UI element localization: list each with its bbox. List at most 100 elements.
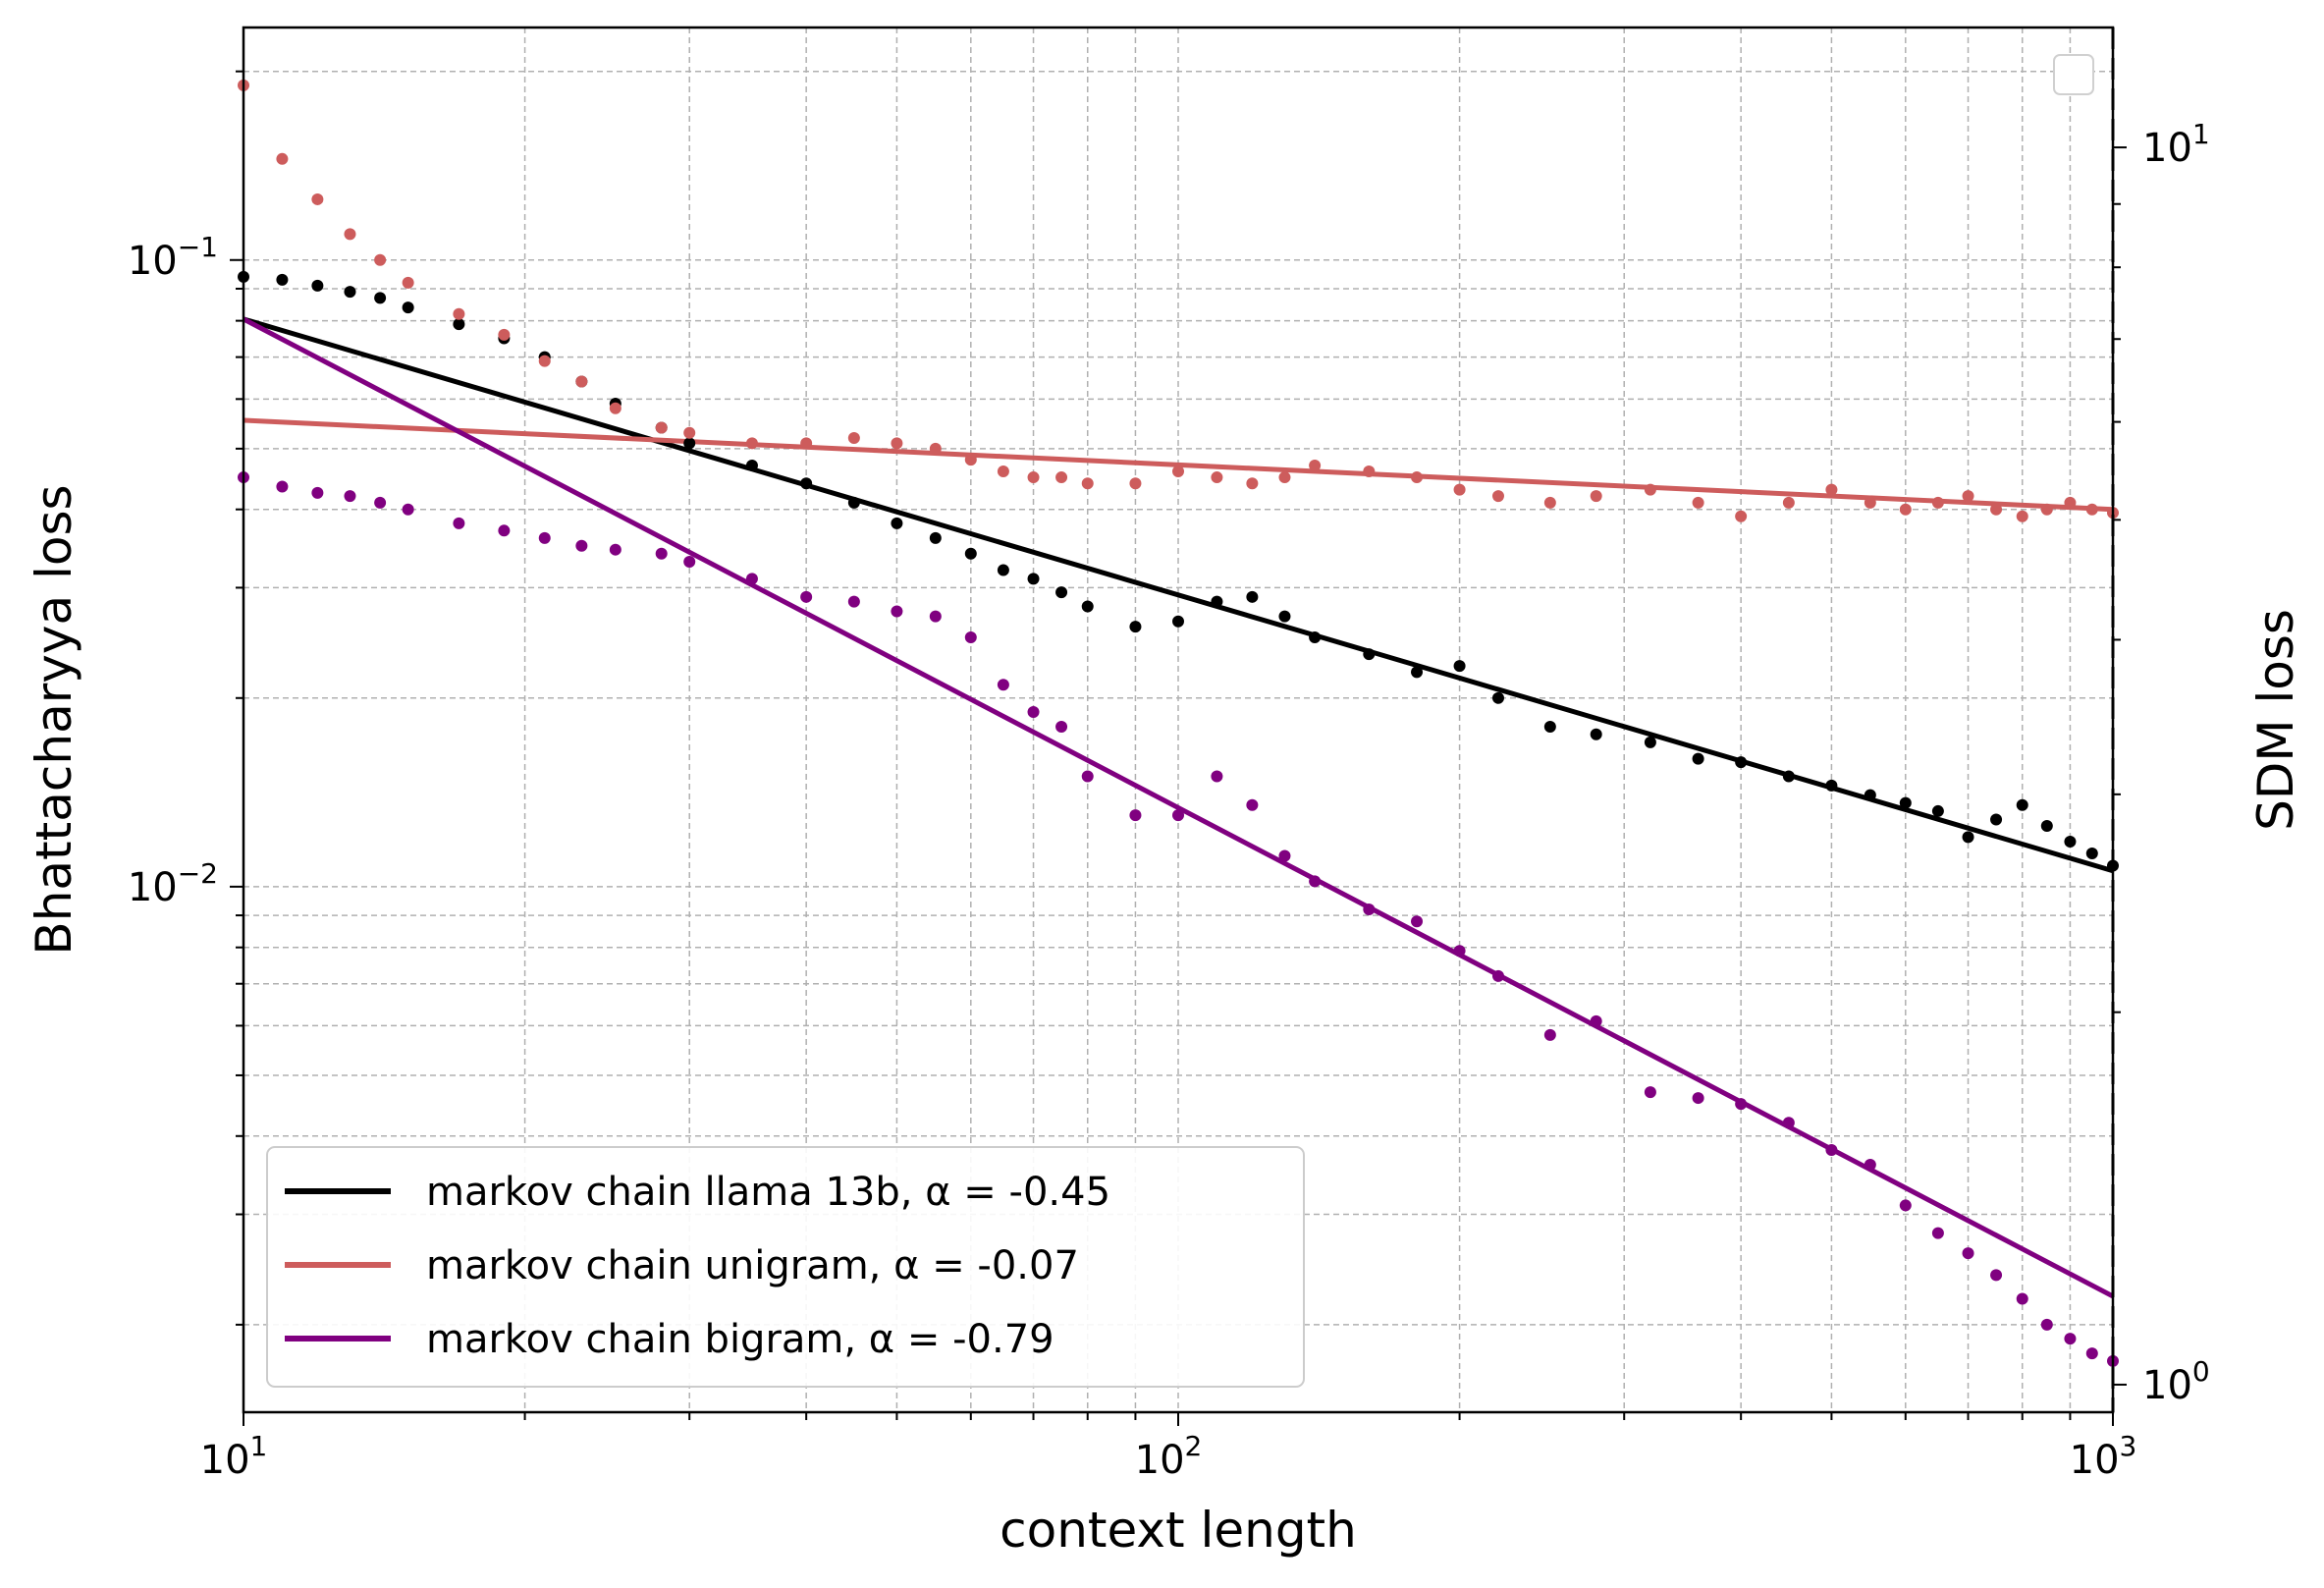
data-point bbox=[1931, 1227, 1944, 1239]
data-point bbox=[1278, 849, 1291, 862]
data-point bbox=[2016, 510, 2028, 522]
data-point bbox=[1211, 471, 1223, 484]
legend-frame bbox=[266, 1146, 1305, 1388]
data-point bbox=[847, 431, 860, 444]
x-tick-label: 101 bbox=[200, 1430, 268, 1483]
data-point bbox=[745, 460, 758, 472]
data-point bbox=[847, 595, 860, 608]
data-point bbox=[311, 192, 324, 205]
data-point bbox=[1644, 736, 1656, 748]
data-point bbox=[344, 228, 356, 241]
data-point bbox=[1211, 770, 1223, 783]
data-point bbox=[1246, 590, 1259, 603]
data-point bbox=[402, 276, 414, 289]
data-point bbox=[575, 375, 588, 388]
data-point bbox=[2064, 1333, 2077, 1345]
legend-entry: markov chain llama 13b, α = -0.45 bbox=[426, 1170, 1110, 1215]
data-point bbox=[1129, 621, 1142, 633]
data-point bbox=[276, 152, 289, 165]
data-point bbox=[1129, 477, 1142, 490]
data-point bbox=[311, 486, 324, 499]
y2-tick-label: 101 bbox=[2142, 118, 2210, 171]
data-point bbox=[1543, 496, 1556, 509]
data-point bbox=[1172, 809, 1184, 822]
data-point bbox=[891, 437, 903, 450]
data-point bbox=[453, 517, 465, 529]
x-tick-label: 103 bbox=[2070, 1430, 2137, 1483]
data-point bbox=[929, 442, 942, 455]
data-point bbox=[2085, 503, 2098, 516]
data-point bbox=[1825, 779, 1838, 792]
fit-line bbox=[243, 316, 2114, 874]
data-point bbox=[745, 437, 758, 450]
data-point bbox=[2040, 820, 2053, 833]
data-point bbox=[1692, 752, 1704, 765]
data-point bbox=[344, 286, 356, 299]
data-point bbox=[402, 301, 414, 314]
data-point bbox=[1931, 804, 1944, 817]
data-point bbox=[1491, 490, 1504, 503]
data-point bbox=[800, 590, 813, 603]
data-point bbox=[1363, 648, 1376, 661]
data-point bbox=[1278, 610, 1291, 623]
data-point bbox=[575, 539, 588, 552]
data-point bbox=[929, 531, 942, 544]
data-point bbox=[683, 556, 696, 569]
data-point bbox=[847, 496, 860, 509]
data-point bbox=[2016, 1292, 2028, 1305]
data-point bbox=[929, 610, 942, 623]
data-point bbox=[1211, 595, 1223, 608]
data-point bbox=[374, 292, 387, 304]
fit-lines bbox=[242, 316, 2115, 1299]
data-point bbox=[1453, 483, 1466, 496]
y-axis-label: Bhattacharyya loss bbox=[26, 484, 82, 955]
y2-tick-label: 100 bbox=[2142, 1355, 2210, 1408]
data-point bbox=[538, 355, 551, 367]
data-point bbox=[683, 437, 696, 450]
empty-secondary-legend bbox=[2053, 54, 2094, 95]
data-point bbox=[1644, 483, 1656, 496]
data-point bbox=[1027, 471, 1040, 484]
y-tick-label: 10−2 bbox=[128, 857, 218, 910]
data-point bbox=[1543, 1028, 1556, 1041]
data-point bbox=[374, 496, 387, 509]
data-point bbox=[891, 517, 903, 529]
data-point bbox=[1864, 789, 1876, 801]
data-point bbox=[1246, 477, 1259, 490]
data-point bbox=[1027, 706, 1040, 719]
x-axis-label: context length bbox=[1000, 1502, 1357, 1559]
data-point bbox=[1172, 615, 1184, 628]
data-point bbox=[498, 328, 511, 341]
data-point bbox=[2085, 848, 2098, 860]
data-point bbox=[1543, 720, 1556, 733]
data-point bbox=[1081, 600, 1094, 613]
legend-entry: markov chain unigram, α = -0.07 bbox=[426, 1243, 1079, 1288]
data-point bbox=[1899, 1199, 1912, 1212]
data-point bbox=[1782, 1117, 1795, 1129]
data-point bbox=[1055, 471, 1068, 484]
data-point bbox=[1278, 471, 1291, 484]
data-point bbox=[1825, 1144, 1838, 1157]
data-point bbox=[1411, 666, 1424, 679]
data-point bbox=[1363, 465, 1376, 477]
data-point bbox=[1962, 490, 1974, 503]
legend: markov chain llama 13b, α = -0.45 markov … bbox=[266, 1146, 1305, 1388]
data-point bbox=[1411, 915, 1424, 928]
data-point bbox=[1990, 1269, 2003, 1282]
data-point bbox=[2064, 496, 2077, 509]
data-point bbox=[1644, 1086, 1656, 1099]
data-point bbox=[1411, 471, 1424, 484]
data-point bbox=[997, 679, 1009, 691]
data-point bbox=[1491, 691, 1504, 704]
data-point bbox=[453, 307, 465, 320]
axis-ticks: 101 102 103 10−1 10−2 101 100 bbox=[128, 70, 2210, 1483]
data-point bbox=[609, 543, 622, 556]
data-point bbox=[1735, 510, 1748, 522]
data-point bbox=[1962, 831, 1974, 844]
data-point bbox=[2016, 798, 2028, 811]
data-point bbox=[1735, 1098, 1748, 1111]
data-point bbox=[1453, 660, 1466, 673]
data-point bbox=[1899, 503, 1912, 516]
data-point bbox=[1453, 945, 1466, 958]
data-point bbox=[964, 630, 977, 643]
